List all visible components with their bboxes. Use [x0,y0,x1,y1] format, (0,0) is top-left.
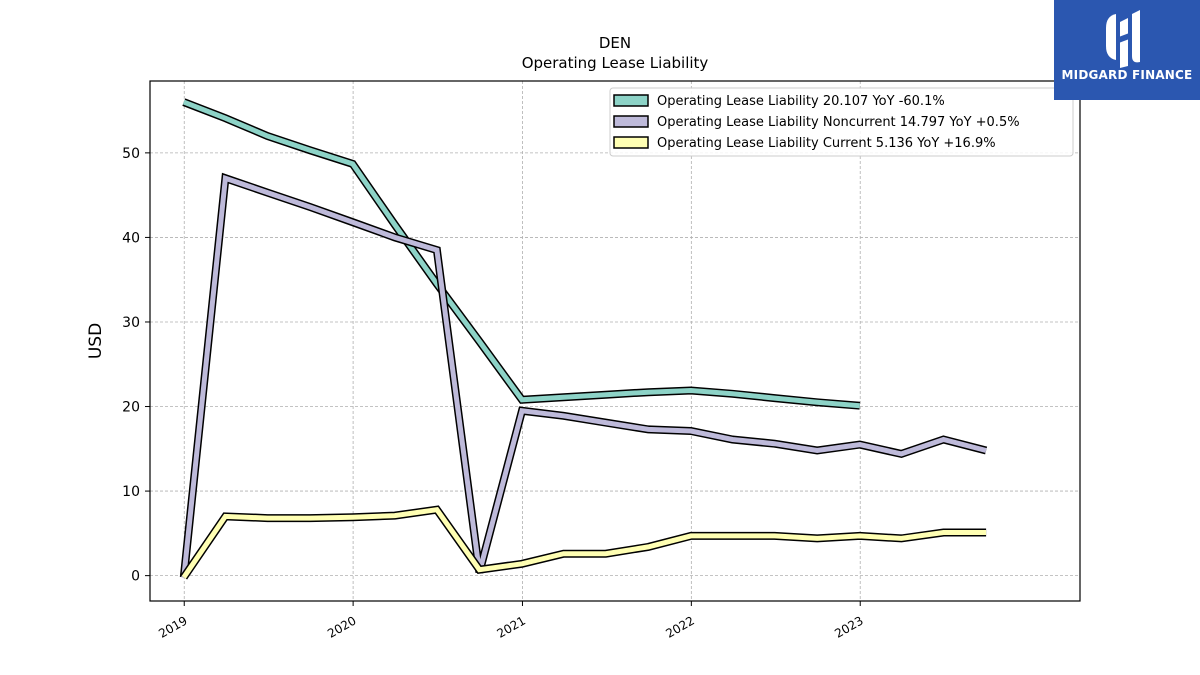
plot-frame [149,80,1081,602]
legend-label: Operating Lease Liability Current 5.136 … [657,136,996,151]
y-tick-label: 50 [122,146,140,162]
series-lines [179,98,988,580]
series-line-3 [181,507,987,579]
series-line-1 [182,99,860,409]
legend-swatch [613,94,649,107]
legend-box [609,87,1074,157]
legend-label: Operating Lease Liability Noncurrent 14.… [657,115,1020,130]
y-tick-label: 40 [122,230,140,246]
brand-name: MIDGARD FINANCE [1061,68,1193,82]
x-tick-label: 2023 [832,613,865,640]
legend-swatch [613,115,649,128]
legend: Operating Lease Liability 20.107 YoY -60… [609,87,1074,157]
y-tick-label: 30 [122,315,140,331]
series-line-2 [181,174,987,578]
y-tick-label: 0 [131,569,140,585]
x-tick-label: 2021 [495,613,528,640]
brand-logo: MIDGARD FINANCE [1054,0,1200,100]
y-axis: 0 10 20 30 40 50 [122,146,150,585]
legend-swatch [613,136,649,149]
x-tick-label: 2019 [156,613,189,640]
logo-mark-icon [1106,10,1140,68]
x-axis: 2019 2020 2021 2022 2023 [156,601,866,641]
x-tick-label: 2022 [663,613,696,640]
legend-label: Operating Lease Liability 20.107 YoY -60… [657,94,945,109]
chart-subtitle: Operating Lease Liability [522,54,709,72]
y-axis-label: USD [86,323,106,359]
x-tick-label: 2020 [325,613,358,640]
y-tick-label: 20 [122,400,140,416]
grid [150,81,1080,601]
chart-title: DEN [599,34,631,52]
y-tick-label: 10 [122,484,140,500]
